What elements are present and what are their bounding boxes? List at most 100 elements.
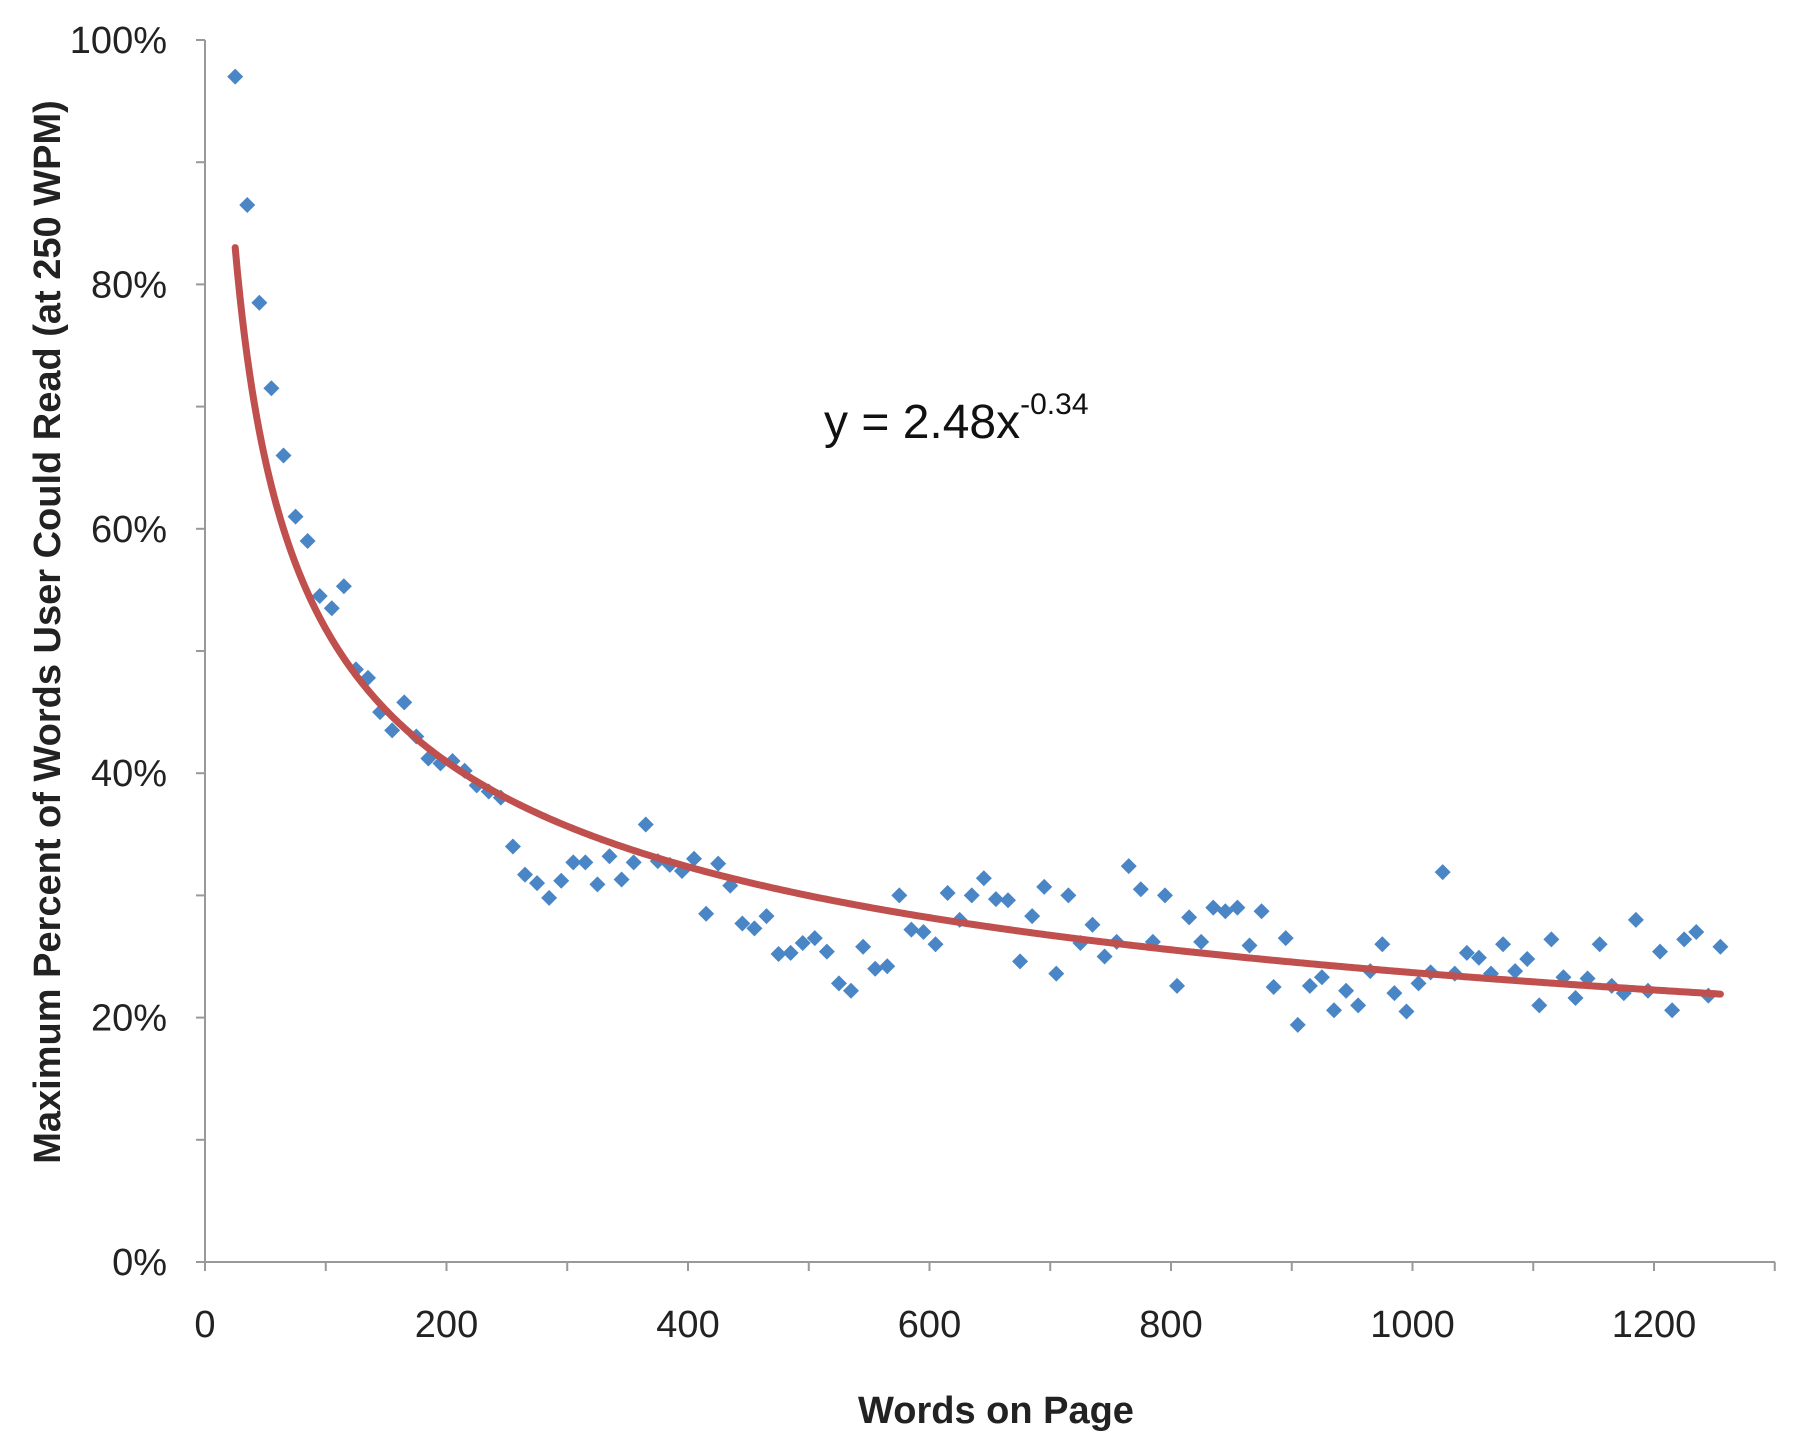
data-point xyxy=(1313,969,1330,986)
data-point xyxy=(529,875,546,892)
x-tick-label: 200 xyxy=(415,1304,478,1346)
data-point xyxy=(227,68,244,85)
data-point xyxy=(1398,1003,1415,1020)
x-axis-title: Words on Page xyxy=(858,1390,1134,1432)
data-point xyxy=(903,921,920,938)
data-point xyxy=(782,944,799,961)
data-point xyxy=(1712,938,1729,955)
data-point xyxy=(275,447,292,464)
data-point xyxy=(734,915,751,932)
data-point xyxy=(915,924,932,941)
axes xyxy=(196,39,1776,1271)
data-point xyxy=(1181,909,1198,926)
data-point xyxy=(1084,916,1101,933)
data-point xyxy=(1265,979,1282,996)
data-point xyxy=(239,196,256,213)
data-point xyxy=(939,884,956,901)
data-point xyxy=(565,854,582,871)
data-point xyxy=(335,578,352,595)
data-point xyxy=(1132,881,1149,898)
data-point xyxy=(553,872,570,889)
data-point xyxy=(1024,908,1041,925)
data-point xyxy=(686,850,703,867)
data-point xyxy=(1664,1002,1681,1019)
data-point xyxy=(963,887,980,904)
data-point xyxy=(1036,878,1053,895)
data-point xyxy=(818,943,835,960)
data-point xyxy=(987,891,1004,908)
x-tick-label: 1200 xyxy=(1612,1304,1697,1346)
data-point xyxy=(843,982,860,999)
equation-exponent: -0.34 xyxy=(1020,388,1088,421)
data-point xyxy=(806,930,823,947)
data-point xyxy=(1507,963,1524,980)
x-tick-label: 0 xyxy=(194,1304,215,1346)
x-tick-label: 800 xyxy=(1139,1304,1202,1346)
data-point xyxy=(1012,953,1029,970)
data-point xyxy=(746,920,763,937)
data-point xyxy=(1326,1002,1343,1019)
data-point xyxy=(1591,936,1608,953)
data-point xyxy=(1217,903,1234,920)
data-point xyxy=(263,380,280,397)
data-point xyxy=(1289,1016,1306,1033)
data-point xyxy=(1205,899,1222,916)
data-point xyxy=(1253,903,1270,920)
data-point xyxy=(698,905,715,922)
data-point xyxy=(504,838,521,855)
data-point xyxy=(1434,864,1451,881)
data-point xyxy=(1458,944,1475,961)
data-point xyxy=(1627,911,1644,928)
data-point xyxy=(1241,937,1258,954)
data-points xyxy=(227,68,1729,1033)
data-point xyxy=(710,855,727,872)
data-point xyxy=(541,889,558,906)
data-point xyxy=(384,722,401,739)
x-tick-label: 600 xyxy=(898,1304,961,1346)
x-tick-label: 400 xyxy=(656,1304,719,1346)
data-point xyxy=(855,938,872,955)
data-point xyxy=(251,294,268,311)
data-point xyxy=(1350,997,1367,1014)
data-point xyxy=(1567,990,1584,1007)
data-point xyxy=(1277,930,1294,947)
y-tick-label: 80% xyxy=(91,264,167,306)
data-point xyxy=(1470,949,1487,966)
data-point xyxy=(1193,933,1210,950)
data-point xyxy=(311,588,328,605)
data-point xyxy=(1374,936,1391,953)
data-point xyxy=(1048,965,1065,982)
equation-base: y = 2.48x xyxy=(824,396,1020,449)
data-point xyxy=(589,876,606,893)
data-point xyxy=(891,887,908,904)
data-point xyxy=(577,854,594,871)
trendline xyxy=(231,244,1724,998)
data-point xyxy=(601,848,618,865)
data-point xyxy=(975,870,992,887)
data-point xyxy=(758,908,775,925)
y-tick-label: 60% xyxy=(91,509,167,551)
x-tick-label: 1000 xyxy=(1370,1304,1455,1346)
data-point xyxy=(1519,950,1536,967)
data-point xyxy=(1543,931,1560,948)
data-point xyxy=(1338,982,1355,999)
data-point xyxy=(867,960,884,977)
data-point xyxy=(830,975,847,992)
data-point xyxy=(323,600,340,617)
data-point xyxy=(927,936,944,953)
data-point xyxy=(625,854,642,871)
data-point xyxy=(1495,936,1512,953)
y-tick-label: 20% xyxy=(91,998,167,1040)
y-tick-label: 0% xyxy=(112,1242,167,1284)
data-point xyxy=(1652,943,1669,960)
data-point xyxy=(1386,985,1403,1002)
trendline-equation: y = 2.48x-0.34 xyxy=(824,388,1089,449)
data-point xyxy=(396,694,413,711)
tick-labels: 0% 20% 40% 60% 80% 100% 0 200 400 600 800 1000 1200 xyxy=(70,20,1696,1346)
data-point xyxy=(1096,948,1113,965)
data-point xyxy=(1301,977,1318,994)
data-point xyxy=(1410,975,1427,992)
data-point xyxy=(1229,899,1246,916)
data-point xyxy=(299,533,316,550)
